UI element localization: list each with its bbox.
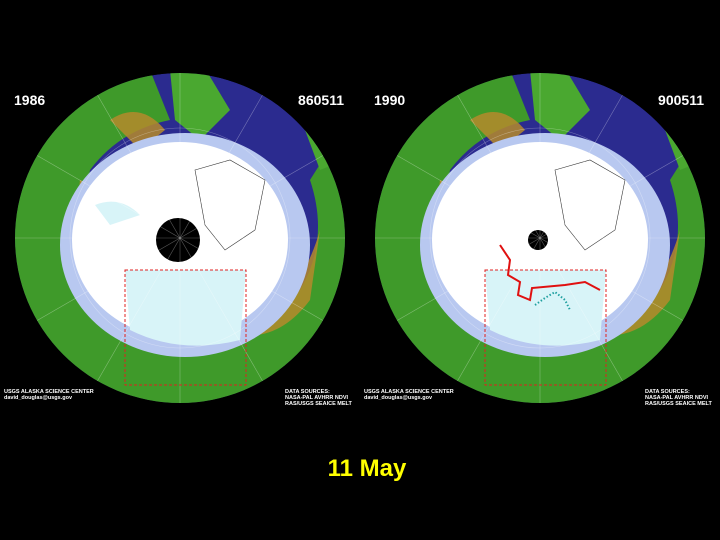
land-north [170,73,345,170]
meridian [454,90,626,386]
greenland [194,159,266,251]
pole-hole [528,230,548,250]
source-line: NASA-PAL AVHRR NDVI [285,395,349,401]
map-panel: 1990 900511 USGS ALASKA SCIENCE CENTERdavi… [364,73,712,407]
source-line: DATA SOURCES: [645,389,690,395]
study-area [484,269,607,386]
land [375,73,705,403]
parallel [69,127,291,349]
meridian [94,90,266,386]
year-label: 1990 [374,92,405,108]
credit-line: david_douglas@usgs.gov [364,395,433,401]
greenland [554,159,626,251]
land-north [530,73,705,170]
polar-map [15,73,345,403]
ice-edge-line [499,244,601,302]
date-code: 900511 [658,92,704,108]
source-line: RAS/USGS SEAICE MELT [285,401,352,407]
date-code: 860511 [298,92,344,108]
ice-edge-dotted [534,290,571,311]
meridian [392,152,688,324]
meridian [392,152,688,324]
parallel [429,127,651,349]
source-line: DATA SOURCES: [285,389,330,395]
study-area [124,269,247,386]
polar-map [375,73,705,403]
tundra [438,112,680,336]
pole-hole [156,218,200,262]
ice-cyan [95,201,246,346]
meridian [32,152,328,324]
credit-line: david_douglas@usgs.gov [4,395,73,401]
ice-cyan [485,270,606,346]
source-line: RAS/USGS SEAICE MELT [645,401,712,407]
meridian [32,152,328,324]
credit-line: USGS ALASKA SCIENCE CENTER [364,389,454,395]
year-label: 1986 [14,92,45,108]
tundra [78,112,320,336]
meridian [454,90,626,386]
caption: 11 May [328,455,407,482]
credit-line: USGS ALASKA SCIENCE CENTER [4,389,94,395]
land [15,73,345,403]
map-panel: 1986 860511 USGS ALASKA SCIENCE CENTERdavi… [4,73,352,407]
meridian [94,90,266,386]
source-line: NASA-PAL AVHRR NDVI [645,395,709,401]
